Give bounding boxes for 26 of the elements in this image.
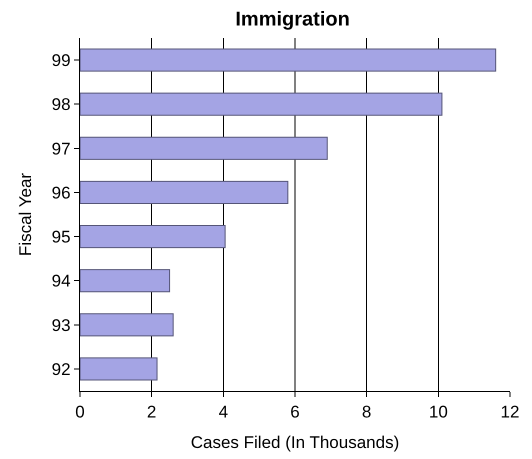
y-tick-label: 95	[52, 228, 71, 247]
x-tick-label: 2	[146, 402, 156, 422]
x-tick-label: 6	[290, 402, 300, 422]
chart-title: Immigration	[235, 8, 350, 30]
bar	[80, 225, 226, 248]
bar	[80, 136, 328, 160]
bar	[80, 357, 158, 380]
bar	[80, 92, 442, 116]
x-tick-label: 8	[362, 402, 372, 422]
x-axis-title: Cases Filed (In Thousands)	[190, 432, 400, 452]
bar	[80, 269, 170, 292]
y-tick-label: 96	[52, 183, 71, 202]
y-tick-label: 92	[52, 360, 71, 379]
x-tick-label: 4	[218, 402, 228, 422]
y-tick-label: 97	[52, 139, 71, 158]
y-tick-label: 93	[52, 316, 71, 335]
bar	[80, 313, 174, 336]
x-tick-label: 0	[75, 402, 85, 422]
x-tick-label: 10	[428, 402, 448, 422]
bar	[80, 180, 288, 204]
x-tick-label: 12	[500, 402, 520, 422]
y-tick-label: 94	[52, 272, 71, 291]
y-tick-label: 98	[52, 95, 71, 114]
bar	[80, 48, 496, 72]
y-axis-title: Fiscal Year	[16, 172, 36, 256]
y-tick-label: 99	[52, 51, 71, 70]
